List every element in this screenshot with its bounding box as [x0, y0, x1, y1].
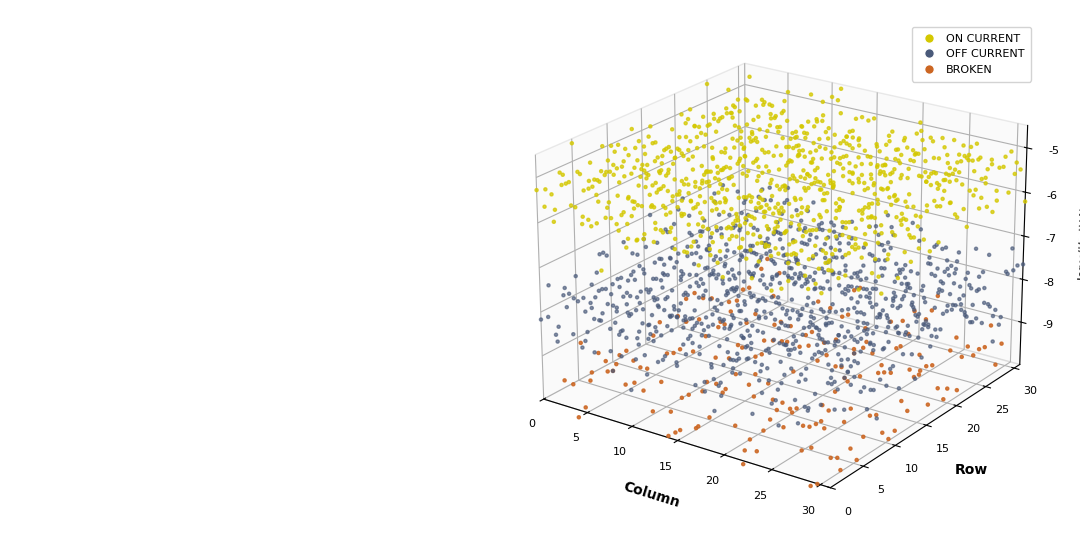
X-axis label: Column: Column: [622, 480, 681, 511]
Legend: ON CURRENT, OFF CURRENT, BROKEN: ON CURRENT, OFF CURRENT, BROKEN: [912, 27, 1031, 82]
Y-axis label: Row: Row: [955, 463, 988, 477]
